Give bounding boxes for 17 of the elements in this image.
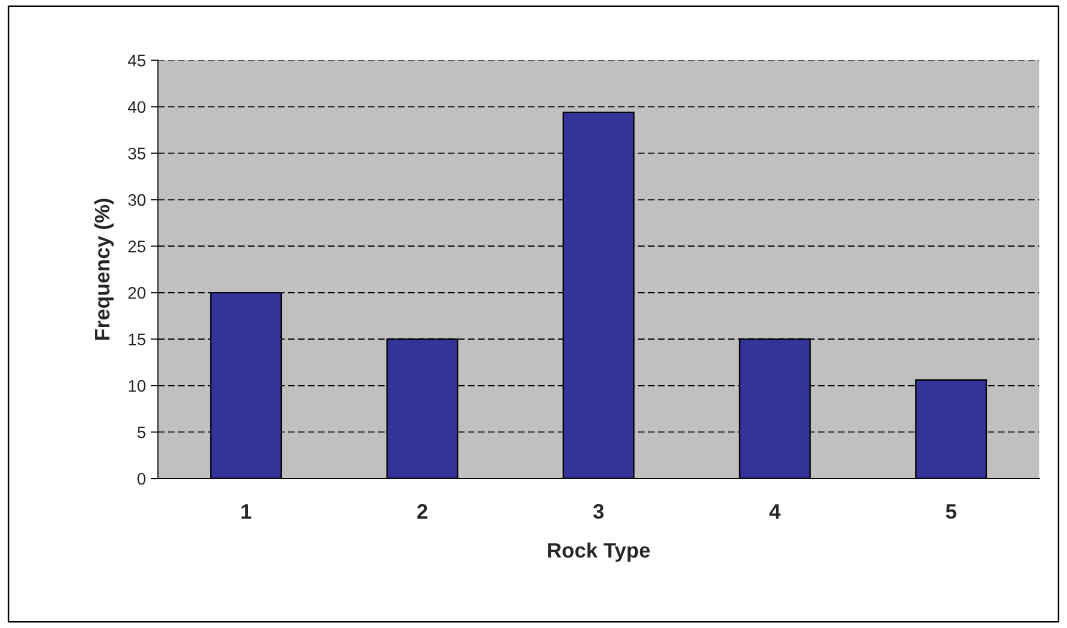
y-tick-label: 35 — [128, 147, 146, 160]
y-tick-label: 30 — [128, 194, 146, 206]
x-tick-label: 4 — [769, 504, 781, 519]
y-tick-label: 10 — [128, 379, 146, 392]
x-tick-label: 3 — [593, 504, 604, 519]
y-axis-title: Frequency (%) — [94, 198, 114, 340]
y-tick-label: 45 — [127, 54, 146, 67]
y-tick-label: 15 — [128, 333, 146, 346]
y-tick-label: 20 — [128, 287, 146, 299]
y-tick-label: 5 — [137, 426, 146, 439]
x-axis-title: Rock Type — [548, 542, 650, 562]
y-tick-label: 25 — [128, 240, 146, 253]
x-tick-label: 1 — [241, 504, 252, 519]
x-tick-label: 5 — [945, 504, 957, 519]
y-tick-label: 0 — [137, 472, 146, 485]
x-tick-label: 2 — [417, 504, 428, 519]
y-tick-label: 40 — [127, 101, 146, 113]
